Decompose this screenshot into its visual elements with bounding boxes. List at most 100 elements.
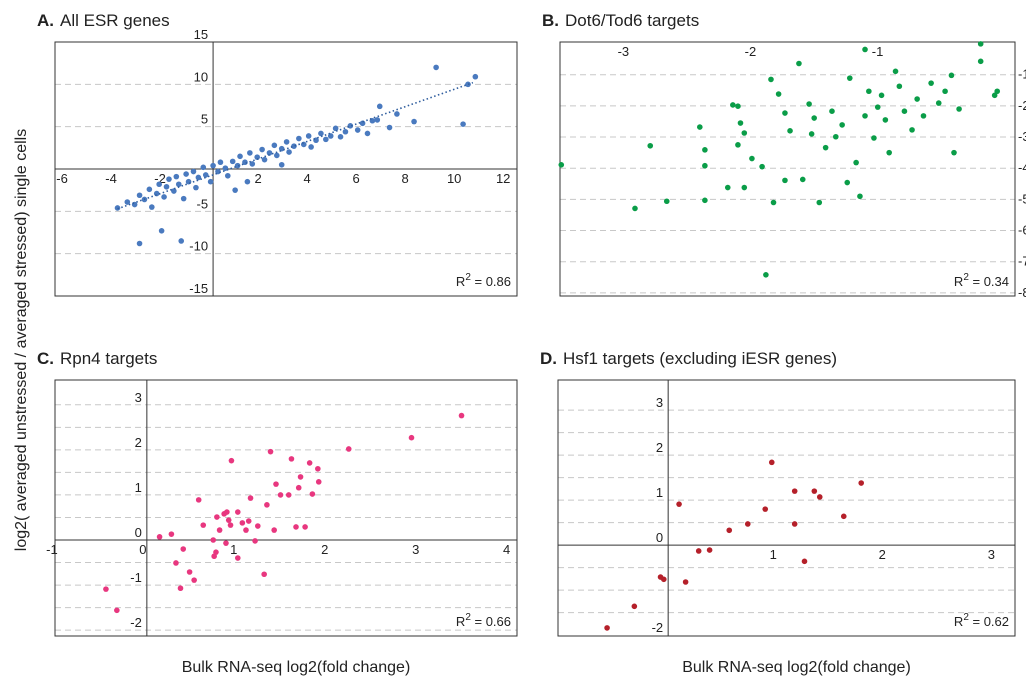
x-tick-label: 12 (496, 171, 510, 186)
y-tick-label: 2 (656, 440, 663, 455)
point (647, 142, 654, 149)
point (308, 144, 314, 150)
point (791, 488, 798, 494)
y-tick-label: 3 (135, 390, 142, 405)
point (227, 522, 234, 528)
point (744, 521, 751, 527)
point (261, 571, 267, 578)
point (460, 121, 466, 127)
x-tick-label: -2 (154, 171, 166, 186)
point (190, 168, 197, 175)
point (977, 58, 984, 65)
x-tick-label: 2 (879, 547, 886, 562)
r-squared-sup: 2 (963, 272, 969, 283)
point (149, 204, 155, 210)
point (676, 501, 682, 507)
point (173, 173, 180, 180)
point (811, 488, 818, 494)
point (882, 117, 889, 123)
point (239, 520, 246, 526)
point (942, 88, 948, 95)
point (991, 92, 998, 99)
point (229, 158, 236, 165)
point (806, 101, 812, 107)
point (816, 199, 823, 206)
point (195, 497, 202, 503)
y-tick-label: 0 (135, 525, 142, 540)
r-squared-sup: 2 (465, 272, 471, 283)
x-tick-label: 3 (988, 547, 995, 562)
panel-title: D. Hsf1 targets (excluding iESR genes) (540, 349, 837, 368)
point (787, 128, 793, 134)
point (977, 41, 984, 47)
r-squared-sup: 2 (465, 612, 471, 623)
panel-letter: D. (540, 349, 557, 368)
point (224, 509, 230, 515)
point (264, 502, 270, 508)
panel-title-text: Hsf1 targets (excluding iESR genes) (563, 349, 837, 368)
point (695, 548, 702, 554)
point (782, 177, 788, 184)
point (811, 115, 817, 121)
panel-title-text: Dot6/Tod6 targets (565, 11, 699, 30)
point (309, 491, 316, 497)
x-tick-label: 4 (503, 542, 510, 557)
point (261, 156, 268, 163)
y-tick-label: 1 (135, 480, 142, 495)
point (730, 102, 736, 108)
point (853, 159, 859, 166)
point (180, 195, 187, 202)
point (866, 88, 872, 95)
point (186, 569, 193, 575)
x-tick-label: 8 (402, 171, 409, 186)
point (200, 164, 207, 171)
y-tick-label: 15 (194, 27, 208, 42)
point (660, 576, 667, 583)
point (726, 527, 733, 534)
point (604, 625, 610, 631)
point (874, 104, 881, 110)
point (759, 163, 765, 170)
r-squared-value: = 0.86 (471, 274, 511, 289)
point (702, 197, 708, 204)
x-tick-label: 1 (770, 547, 777, 562)
r-squared-value: = 0.66 (471, 614, 511, 629)
point (271, 142, 278, 149)
point (158, 228, 165, 234)
x-tick-label: 10 (447, 171, 461, 186)
y-tick-label: 10 (194, 69, 208, 84)
point (796, 60, 802, 67)
y-tick-label: -2 (1018, 98, 1026, 113)
point (364, 130, 371, 137)
y-tick-label: -5 (197, 196, 209, 211)
point (266, 150, 273, 156)
y-tick-label: -8 (1018, 285, 1026, 300)
point (376, 103, 383, 110)
point (234, 555, 241, 561)
point (323, 136, 329, 143)
point (840, 513, 847, 520)
point (741, 184, 748, 191)
y-tick-label: 5 (201, 112, 208, 127)
r-squared-r: R (954, 614, 963, 629)
point (156, 534, 163, 540)
y-tick-label: -4 (1018, 160, 1026, 175)
point (342, 128, 349, 135)
y-tick-label: -1 (130, 570, 142, 585)
point (345, 446, 352, 452)
x-tick-label: 2 (321, 542, 328, 557)
point (200, 522, 207, 528)
point (161, 194, 167, 200)
point (302, 524, 308, 530)
point (318, 130, 324, 137)
point (433, 64, 439, 71)
panel-letter: A. (37, 11, 54, 30)
point (249, 161, 256, 167)
point (768, 76, 774, 83)
point (168, 531, 175, 537)
point (293, 524, 299, 530)
r-squared-value: = 0.62 (969, 614, 1009, 629)
point (337, 134, 344, 140)
point (724, 184, 731, 191)
r-squared: R2 = 0.66 (456, 612, 511, 629)
